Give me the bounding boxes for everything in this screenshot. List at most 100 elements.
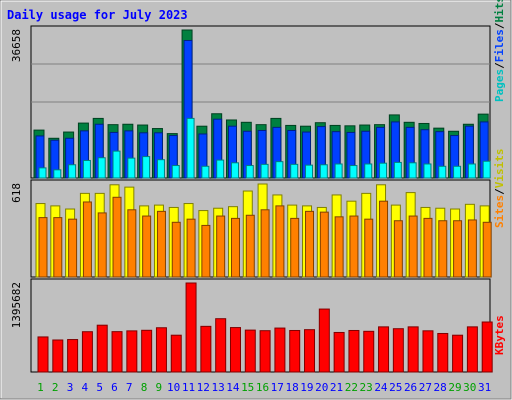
day-label: 26 (404, 381, 417, 394)
bar-pages (260, 163, 269, 179)
bar-sites (38, 217, 48, 278)
legend-panel1: Pages/Files/Hits (493, 0, 506, 102)
bar-pages (393, 161, 402, 179)
bar-kbytes (363, 330, 375, 373)
bar-kbytes (348, 329, 360, 373)
bar-pages (334, 163, 343, 179)
y-max-label: 1395682 (10, 282, 23, 328)
bar-sites (305, 210, 315, 278)
visits-sites-panel: 618 (10, 179, 492, 278)
day-label: 21 (330, 381, 343, 394)
day-label: 6 (111, 381, 118, 394)
legend-entry: Files (493, 29, 506, 62)
bar-pages (423, 163, 432, 179)
day-axis: 1 2 3 4 5 6 7 8 9 10 11 12 13 14 15 16 17 18 19 20 21 22 23 24 2… (37, 381, 491, 394)
bar-pages (453, 165, 462, 179)
day-label: 2 (52, 381, 59, 394)
bar-kbytes (81, 331, 93, 373)
bar-kbytes (392, 328, 404, 373)
bar-pages (112, 150, 121, 179)
day-label: 20 (315, 381, 328, 394)
bar-kbytes (185, 282, 197, 373)
bar-sites (423, 217, 433, 278)
bar-sites (408, 215, 418, 278)
day-label: 29 (448, 381, 461, 394)
bar-sites (334, 216, 344, 278)
bar-kbytes (200, 325, 212, 373)
bar-sites (68, 218, 78, 278)
day-label: 25 (389, 381, 402, 394)
bar-kbytes (304, 329, 316, 373)
day-label: 13 (211, 381, 224, 394)
day-label: 16 (256, 381, 269, 394)
day-label: 18 (285, 381, 298, 394)
day-label: 27 (419, 381, 432, 394)
bar-kbytes (96, 324, 108, 373)
bar-pages (97, 157, 106, 179)
bar-kbytes (111, 331, 123, 373)
bar-pages (319, 164, 328, 179)
bar-kbytes (37, 336, 49, 373)
bar-kbytes (259, 330, 271, 373)
bar-sites (467, 219, 477, 278)
bar-pages (467, 163, 476, 179)
bar-kbytes (141, 329, 153, 373)
chart-title: Daily usage for July 2023 (7, 8, 188, 22)
bar-pages (38, 167, 47, 179)
bar-sites (171, 221, 181, 278)
bar-kbytes (289, 329, 301, 373)
legend-panel3: KBytes (493, 315, 506, 355)
legend-entry: / (493, 22, 506, 29)
bar-pages (364, 163, 373, 179)
bar-sites (438, 220, 448, 278)
bar-pages (156, 159, 165, 179)
day-label: 31 (478, 381, 491, 394)
bar-pages (305, 164, 314, 179)
bar-sites (453, 220, 463, 278)
legend-entry: Sites (493, 195, 506, 228)
bar-sites (319, 211, 329, 278)
bar-kbytes (407, 326, 419, 373)
bar-pages (245, 165, 254, 179)
bar-sites (245, 214, 255, 278)
legend-entry: KBytes (493, 315, 506, 355)
bar-pages (275, 161, 284, 179)
legends: Pages/Files/Hits Sites/Visits KBytes (493, 0, 506, 355)
bar-kbytes (229, 327, 241, 373)
bar-kbytes (215, 318, 227, 373)
day-label: 22 (345, 381, 358, 394)
bar-kbytes (333, 331, 345, 373)
bar-pages (53, 169, 62, 179)
bar-kbytes (52, 339, 64, 373)
bar-sites (156, 210, 166, 278)
day-label: 1 (37, 381, 44, 394)
bar-kbytes (437, 332, 449, 373)
bar-kbytes (452, 334, 464, 373)
day-label: 28 (434, 381, 447, 394)
day-label: 24 (374, 381, 388, 394)
legend-panel2: Sites/Visits (493, 149, 506, 229)
bar-kbytes (466, 326, 478, 373)
bar-pages (82, 159, 91, 179)
legend-entry: Hits (493, 0, 506, 23)
bar-sites (201, 224, 211, 278)
y-max-label: 36658 (10, 29, 23, 62)
bar-kbytes (318, 308, 330, 373)
bar-sites (364, 218, 374, 278)
bar-pages (230, 162, 239, 179)
bar-sites (275, 205, 285, 278)
day-label: 7 (126, 381, 133, 394)
bar-sites (82, 201, 92, 278)
day-label: 5 (96, 381, 103, 394)
day-label: 9 (156, 381, 163, 394)
legend-entry: / (493, 188, 506, 195)
bar-pages (482, 160, 491, 179)
bar-pages (186, 117, 195, 179)
day-label: 30 (463, 381, 476, 394)
day-label: 19 (300, 381, 313, 394)
day-label: 4 (82, 381, 89, 394)
bar-pages (408, 162, 417, 179)
day-label: 15 (241, 381, 254, 394)
bar-pages (349, 165, 358, 179)
